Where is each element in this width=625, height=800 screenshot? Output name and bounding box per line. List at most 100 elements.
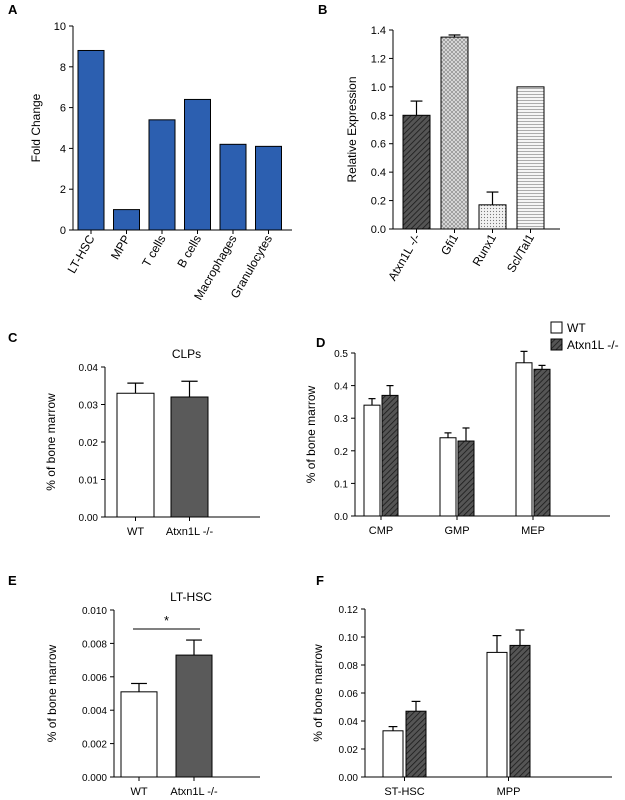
x-tick-label: Runx1 bbox=[470, 231, 500, 268]
y-tick-label: 1.2 bbox=[371, 53, 386, 65]
y-tick-label: 2 bbox=[60, 184, 66, 196]
bar bbox=[515, 362, 533, 517]
bar bbox=[382, 730, 404, 778]
y-tick-label: 0.04 bbox=[339, 717, 359, 728]
x-tick-label: GMP bbox=[444, 525, 469, 537]
y-axis-label: Relative Expression bbox=[345, 76, 359, 182]
y-tick-label: 0.02 bbox=[79, 438, 99, 449]
panel-b-chart: 0.0 0.2 0.4 0.6 0.8 1.0 1.2 1.4 Relative Express… bbox=[345, 25, 560, 283]
y-tick-label: 4 bbox=[60, 143, 66, 155]
x-tick-label: MPP bbox=[497, 786, 521, 798]
bar bbox=[255, 145, 282, 231]
bar bbox=[478, 204, 507, 230]
y-axis-label: % of bone marrow bbox=[311, 644, 325, 742]
y-tick-label: 0.06 bbox=[339, 689, 359, 700]
x-tick-label: LT-HSC bbox=[65, 232, 98, 275]
panel-e-chart: 0.000 0.002 0.004 0.006 0.008 0.010 % of bone … bbox=[45, 590, 260, 798]
bar bbox=[457, 440, 475, 517]
y-tick-label: 0.00 bbox=[79, 513, 99, 524]
y-axis-label: % of bone marrow bbox=[304, 385, 318, 483]
bar bbox=[402, 114, 431, 230]
y-tick-label: 0.2 bbox=[334, 447, 348, 458]
legend-swatch-wt bbox=[550, 321, 563, 334]
y-tick-label: 0.6 bbox=[371, 139, 386, 151]
x-tick-label: MEP bbox=[521, 525, 545, 537]
x-tick-label: Atxn1L -/- bbox=[385, 232, 423, 284]
bar bbox=[77, 49, 105, 231]
bar bbox=[113, 209, 140, 231]
x-tick-label: MPP bbox=[108, 233, 133, 263]
y-tick-label: 0.3 bbox=[334, 414, 348, 425]
y-tick-label: 0.03 bbox=[79, 401, 99, 412]
y-tick-label: 1.0 bbox=[371, 82, 386, 94]
bar bbox=[184, 98, 211, 231]
bar bbox=[486, 651, 508, 778]
y-tick-label: 0.5 bbox=[334, 349, 348, 360]
bar bbox=[509, 644, 531, 778]
y-tick-label: 6 bbox=[60, 103, 66, 115]
y-tick-label: 10 bbox=[54, 21, 66, 33]
bar bbox=[170, 396, 209, 518]
panel-letter-c: C bbox=[8, 330, 18, 345]
chart-title: LT-HSC bbox=[170, 590, 212, 604]
y-tick-label: 0.10 bbox=[339, 633, 359, 644]
y-tick-label: 0.006 bbox=[82, 673, 107, 684]
y-tick-label: 0.002 bbox=[82, 740, 107, 751]
x-tick-label: T cells bbox=[139, 233, 168, 270]
legend-label-atxn1l: Atxn1L -/- bbox=[567, 338, 619, 352]
y-tick-label: 0.010 bbox=[82, 606, 107, 617]
y-tick-label: 0 bbox=[60, 225, 66, 237]
legend-label-wt: WT bbox=[567, 321, 586, 335]
y-tick-label: 0.000 bbox=[82, 773, 107, 784]
y-tick-label: 0.01 bbox=[79, 476, 99, 487]
panel-letter-a: A bbox=[8, 2, 18, 17]
x-tick-label: Atxn1L -/- bbox=[170, 786, 218, 798]
x-tick-label: B cells bbox=[174, 233, 204, 271]
y-tick-label: 0.1 bbox=[334, 479, 348, 490]
bar bbox=[440, 36, 469, 230]
panel-d-chart: 0.0 0.1 0.2 0.3 0.4 0.5 % of bone marrow CMP GMP… bbox=[304, 349, 610, 537]
bar bbox=[175, 654, 213, 778]
panel-c-chart: 0.00 0.01 0.02 0.03 0.04 % of bone marrow CLPs… bbox=[44, 347, 260, 538]
bar bbox=[439, 437, 457, 517]
x-tick-label: WT bbox=[127, 526, 144, 538]
bar bbox=[148, 119, 176, 231]
panel-letter-e: E bbox=[8, 573, 17, 588]
y-axis-label: % of bone marrow bbox=[45, 644, 59, 742]
legend-swatch-atxn1l bbox=[550, 338, 563, 351]
y-tick-label: 0.2 bbox=[371, 196, 386, 208]
bar bbox=[516, 86, 545, 230]
bar bbox=[116, 392, 155, 518]
x-tick-label: CMP bbox=[369, 525, 393, 537]
x-tick-label: ST-HSC bbox=[384, 786, 424, 798]
y-axis-label: % of bone marrow bbox=[44, 393, 58, 491]
y-tick-label: 0.4 bbox=[371, 167, 386, 179]
y-tick-label: 0.02 bbox=[339, 745, 359, 756]
y-tick-label: 0.08 bbox=[339, 661, 359, 672]
y-tick-label: 0.0 bbox=[371, 224, 386, 236]
bar bbox=[219, 143, 247, 231]
y-tick-label: 8 bbox=[60, 62, 66, 74]
bar bbox=[405, 710, 427, 778]
legend: WT Atxn1L -/- bbox=[550, 321, 619, 352]
y-tick-label: 0.00 bbox=[339, 773, 359, 784]
panel-a-chart: 0 2 4 6 8 10 Fold Change LT-HSC MPP T cells B cell… bbox=[29, 21, 292, 302]
y-tick-label: 0.0 bbox=[334, 512, 348, 523]
y-tick-label: 0.04 bbox=[79, 363, 99, 374]
y-tick-label: 1.4 bbox=[371, 25, 386, 37]
y-axis-label: Fold Change bbox=[29, 93, 43, 162]
bar bbox=[120, 691, 158, 778]
y-tick-label: 0.008 bbox=[82, 639, 107, 650]
significance-label: * bbox=[164, 613, 169, 628]
y-tick-label: 0.004 bbox=[82, 706, 107, 717]
bar bbox=[363, 404, 381, 517]
x-tick-label: Gfi1 bbox=[438, 231, 461, 257]
x-tick-label: Atxn1L -/- bbox=[166, 526, 214, 538]
panel-f-chart: 0.00 0.02 0.04 0.06 0.08 0.10 0.12 % of bone ma… bbox=[311, 605, 612, 798]
y-tick-label: 0.8 bbox=[371, 110, 386, 122]
bar bbox=[381, 394, 399, 517]
panel-letter-b: B bbox=[318, 2, 327, 17]
chart-title: CLPs bbox=[172, 347, 201, 361]
y-tick-label: 0.12 bbox=[339, 605, 359, 616]
